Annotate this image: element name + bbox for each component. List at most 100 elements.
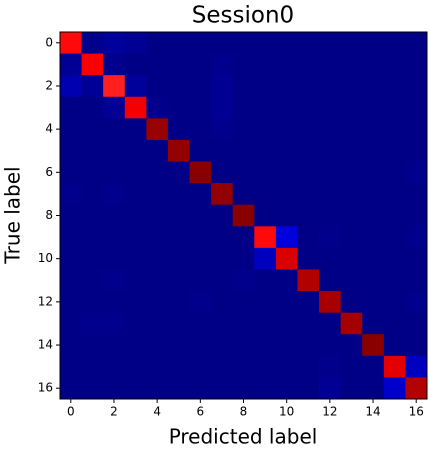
heatmap-cell <box>340 291 363 314</box>
x-tick-label: 4 <box>153 405 161 419</box>
heatmap-cell <box>319 183 342 206</box>
heatmap-cell <box>232 53 255 76</box>
heatmap-cell <box>275 355 298 378</box>
heatmap-cell <box>81 32 104 54</box>
heatmap-cell <box>254 355 277 378</box>
heatmap-cell <box>362 96 385 119</box>
heatmap-cell <box>189 247 212 270</box>
heatmap-cell <box>211 355 234 378</box>
heatmap-cell <box>60 355 82 378</box>
heatmap-cell <box>319 355 342 378</box>
heatmap-cell <box>383 96 406 119</box>
heatmap-cell <box>275 53 298 76</box>
heatmap-cell <box>189 377 212 400</box>
heatmap-cell <box>124 183 147 206</box>
heatmap-cell <box>124 96 147 119</box>
heatmap-cell <box>319 377 342 400</box>
heatmap-cell <box>60 32 82 54</box>
heatmap-cell <box>189 53 212 76</box>
y-axis-label: True label <box>1 166 25 264</box>
heatmap-cell <box>211 118 234 141</box>
heatmap-cell <box>232 183 255 206</box>
heatmap-cell <box>167 204 190 227</box>
heatmap-cell <box>340 161 363 184</box>
heatmap-cell <box>167 334 190 357</box>
heatmap-cell <box>383 204 406 227</box>
heatmap-cell <box>340 96 363 119</box>
heatmap-cell <box>383 161 406 184</box>
heatmap-cell <box>340 334 363 357</box>
heatmap-cell <box>319 204 342 227</box>
heatmap-cell <box>340 269 363 292</box>
heatmap-cell <box>405 183 428 206</box>
heatmap-cell <box>146 204 169 227</box>
heatmap-cell <box>211 312 234 335</box>
heatmap-cell <box>211 291 234 314</box>
heatmap-cell <box>297 312 320 335</box>
heatmap-cell <box>362 291 385 314</box>
heatmap-cell <box>297 334 320 357</box>
heatmap-cell <box>81 139 104 162</box>
heatmap-cell <box>60 96 82 119</box>
heatmap-cell <box>362 226 385 249</box>
heatmap-cell <box>254 75 277 98</box>
x-tick-label: 0 <box>67 405 75 419</box>
heatmap-cell <box>340 247 363 270</box>
heatmap-cell <box>362 204 385 227</box>
heatmap-cell <box>275 247 298 270</box>
heatmap-cell <box>211 161 234 184</box>
heatmap-cell <box>211 226 234 249</box>
heatmap-cell <box>297 247 320 270</box>
y-tick-label: 0 <box>45 35 53 49</box>
heatmap-cell <box>189 32 212 54</box>
heatmap-cell <box>319 161 342 184</box>
heatmap-cell <box>275 204 298 227</box>
heatmap-cell <box>167 75 190 98</box>
heatmap-cell <box>362 269 385 292</box>
heatmap-cell <box>146 161 169 184</box>
heatmap-cell <box>167 226 190 249</box>
heatmap-cell <box>60 161 82 184</box>
heatmap-cell <box>167 377 190 400</box>
x-tick-label: 14 <box>365 405 380 419</box>
heatmap-cell <box>124 355 147 378</box>
heatmap-cell <box>189 312 212 335</box>
heatmap-cell <box>211 247 234 270</box>
heatmap-cell <box>319 75 342 98</box>
heatmap-cell <box>103 247 126 270</box>
x-tick-label: 8 <box>240 405 248 419</box>
heatmap-cell <box>103 53 126 76</box>
heatmap-cell <box>275 312 298 335</box>
heatmap-cell <box>405 139 428 162</box>
heatmap-cell <box>232 334 255 357</box>
heatmap-cell <box>232 204 255 227</box>
heatmap-cell <box>254 53 277 76</box>
heatmap-cell <box>211 96 234 119</box>
y-tick-label: 12 <box>38 294 53 308</box>
heatmap-cell <box>297 161 320 184</box>
heatmap-cell <box>254 247 277 270</box>
heatmap-cell <box>189 334 212 357</box>
heatmap-cell <box>146 247 169 270</box>
heatmap-cell <box>405 334 428 357</box>
heatmap-cell <box>340 355 363 378</box>
heatmap-cell <box>81 312 104 335</box>
heatmap-cell <box>189 96 212 119</box>
heatmap-cell <box>297 291 320 314</box>
heatmap-cell <box>362 377 385 400</box>
heatmap-cell <box>232 161 255 184</box>
heatmap-cell <box>167 161 190 184</box>
heatmap-cell <box>103 334 126 357</box>
heatmap-cell <box>211 32 234 54</box>
heatmap-cell <box>362 334 385 357</box>
heatmap-cell <box>254 139 277 162</box>
heatmap-cell <box>340 226 363 249</box>
heatmap-cell <box>60 118 82 141</box>
heatmap-cell <box>146 355 169 378</box>
heatmap-cell <box>340 75 363 98</box>
heatmap-cell <box>103 161 126 184</box>
heatmap-cell <box>124 75 147 98</box>
heatmap-cell <box>275 291 298 314</box>
heatmap-cell <box>81 183 104 206</box>
heatmap-cell <box>297 32 320 54</box>
